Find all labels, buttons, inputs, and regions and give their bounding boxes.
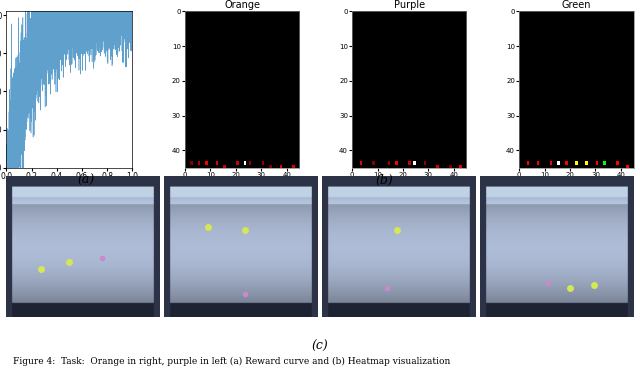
Text: (a): (a) [78,174,95,187]
Title: Purple: Purple [394,0,425,10]
Text: Figure 4:  Task:  Orange in right, purple in left (a) Reward curve and (b) Heatm: Figure 4: Task: Orange in right, purple … [13,357,450,366]
Text: 1e8: 1e8 [135,191,149,200]
Title: Green: Green [562,0,591,10]
Text: (c): (c) [312,340,328,353]
Text: (b): (b) [375,174,393,187]
X-axis label: Environment Steps: Environment Steps [26,187,113,196]
Title: Orange: Orange [224,0,260,10]
